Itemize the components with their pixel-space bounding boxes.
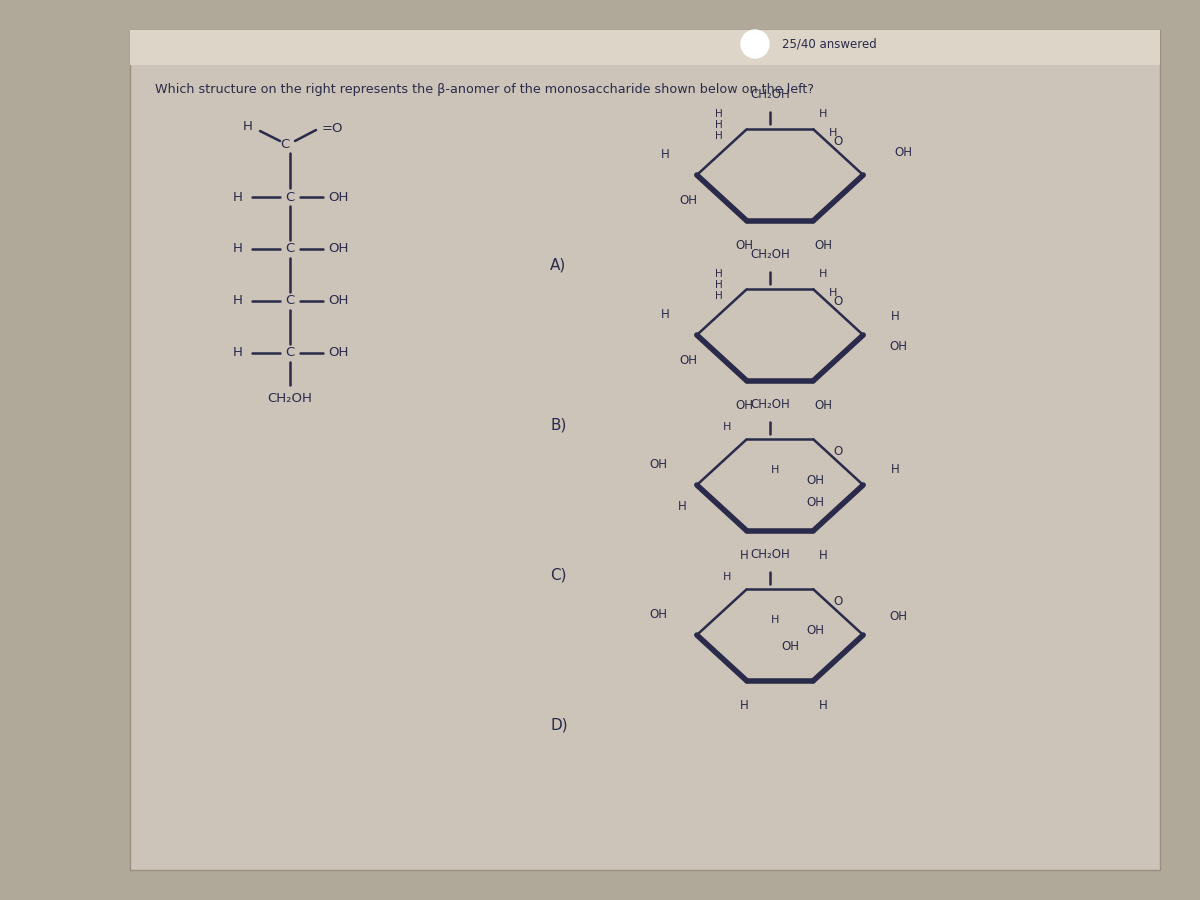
Text: OH: OH: [328, 346, 348, 359]
Text: H: H: [820, 109, 828, 119]
Text: OH: OH: [736, 239, 754, 252]
Text: C: C: [286, 242, 295, 256]
Text: H: H: [715, 131, 722, 141]
Text: H: H: [715, 292, 722, 302]
Text: H: H: [715, 269, 722, 279]
Text: H: H: [722, 572, 731, 582]
Text: H: H: [715, 121, 722, 130]
Text: OH: OH: [815, 239, 833, 252]
Text: C: C: [286, 294, 295, 308]
Text: H: H: [890, 310, 900, 323]
Text: OH: OH: [815, 400, 833, 412]
Text: OH: OH: [680, 194, 698, 206]
Text: OH: OH: [328, 191, 348, 203]
Text: H: H: [678, 500, 686, 514]
Text: OH: OH: [328, 294, 348, 308]
Text: H: H: [244, 121, 253, 133]
Text: H: H: [770, 615, 779, 625]
Text: H: H: [770, 465, 779, 475]
Text: H: H: [715, 280, 722, 290]
Text: OH: OH: [806, 497, 824, 509]
Text: B): B): [550, 418, 566, 433]
Text: OH: OH: [889, 340, 907, 354]
Text: CH₂OH: CH₂OH: [750, 87, 790, 101]
Text: C: C: [286, 191, 295, 203]
Text: CH₂OH: CH₂OH: [750, 398, 790, 410]
Text: O: O: [834, 135, 842, 148]
Text: A): A): [550, 257, 566, 273]
FancyBboxPatch shape: [130, 30, 1160, 870]
Text: CH₂OH: CH₂OH: [750, 548, 790, 561]
Text: OH: OH: [680, 354, 698, 366]
Circle shape: [742, 30, 769, 58]
Text: D): D): [550, 717, 568, 733]
Text: CH₂OH: CH₂OH: [750, 248, 790, 261]
Text: OH: OH: [894, 147, 912, 159]
Text: H: H: [722, 422, 731, 432]
Text: O: O: [834, 295, 842, 308]
Text: H: H: [818, 699, 828, 712]
Text: H: H: [740, 549, 749, 562]
Text: H: H: [829, 128, 838, 139]
Text: OH: OH: [328, 242, 348, 256]
Text: H: H: [890, 464, 900, 476]
Text: C: C: [286, 346, 295, 359]
Text: H: H: [233, 242, 242, 256]
Text: H: H: [820, 269, 828, 279]
Text: OH: OH: [806, 473, 824, 487]
Text: OH: OH: [806, 624, 824, 636]
Text: H: H: [715, 109, 722, 119]
Text: O: O: [834, 595, 842, 608]
Text: OH: OH: [781, 641, 799, 653]
Text: H: H: [660, 148, 670, 161]
Text: OH: OH: [650, 608, 668, 622]
Text: H: H: [233, 346, 242, 359]
Text: Which structure on the right represents the β-anomer of the monosaccharide shown: Which structure on the right represents …: [155, 84, 814, 96]
Text: OH: OH: [736, 400, 754, 412]
Text: O: O: [834, 446, 842, 458]
Text: H: H: [740, 699, 749, 712]
Text: H: H: [818, 549, 828, 562]
Text: CH₂OH: CH₂OH: [268, 392, 312, 404]
Text: 25/40 answered: 25/40 answered: [782, 38, 877, 50]
Text: C): C): [550, 568, 566, 582]
Text: C: C: [281, 139, 289, 151]
Text: =O: =O: [322, 122, 343, 136]
FancyBboxPatch shape: [130, 30, 1160, 65]
Text: H: H: [233, 191, 242, 203]
Text: OH: OH: [889, 610, 907, 624]
Text: OH: OH: [650, 458, 668, 472]
Text: H: H: [660, 309, 670, 321]
Text: H: H: [233, 294, 242, 308]
Text: H: H: [829, 288, 838, 298]
